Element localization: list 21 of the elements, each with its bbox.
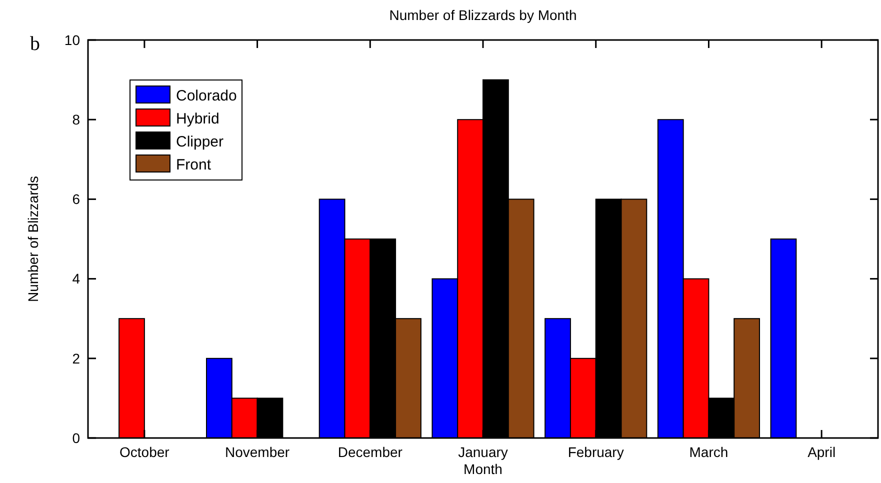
y-tick-label: 8: [72, 112, 80, 128]
y-tick-label: 4: [72, 270, 80, 287]
x-tick-label: March: [689, 444, 728, 460]
legend-label: Front: [176, 156, 212, 174]
x-tick-label: November: [224, 444, 290, 460]
legend-label: Colorado: [176, 87, 237, 104]
x-tick-label: January: [458, 444, 508, 460]
y-axis-title: Number of Blizzards: [25, 176, 41, 302]
chart-title: Number of Blizzards by Month: [389, 7, 577, 23]
y-tick-label: 10: [64, 32, 80, 48]
text: b: [30, 33, 40, 55]
x-axis-title: Month: [464, 461, 502, 477]
x-tick-label: October: [120, 444, 170, 460]
y-tick-label: 0: [72, 430, 80, 446]
x-tick-label: December: [338, 444, 403, 460]
legend-label: Clipper: [176, 133, 224, 150]
y-tick-label: 2: [72, 350, 80, 366]
x-tick-label: February: [568, 444, 624, 460]
y-tick-label: 6: [72, 191, 80, 208]
legend-label: Hybrid: [176, 110, 220, 128]
x-tick-label: April: [808, 444, 836, 460]
